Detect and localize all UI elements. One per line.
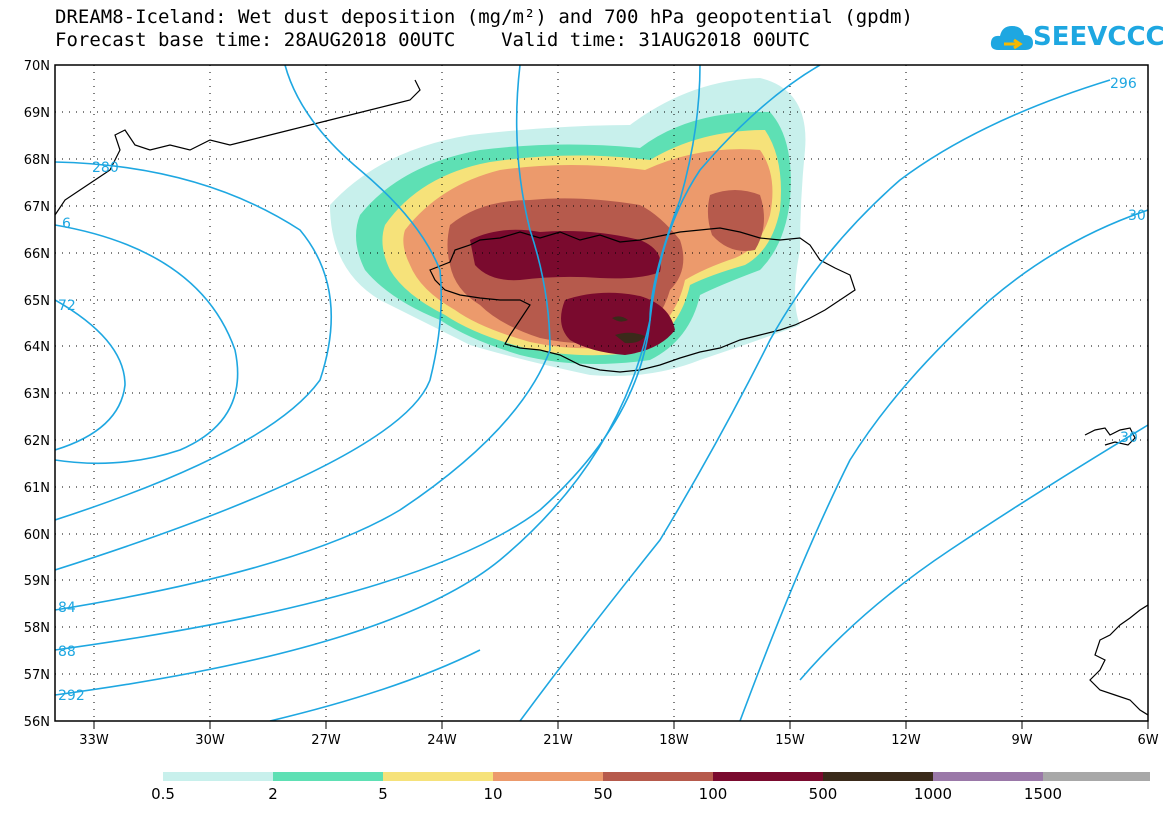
contour-label: 296	[1110, 76, 1137, 92]
lat-label: 60N	[24, 528, 50, 543]
contour-label: 84	[58, 600, 76, 616]
map-title: DREAM8-Iceland: Wet dust deposition (mg/…	[55, 6, 913, 28]
contour-label: 72	[58, 298, 76, 314]
dust-level-500	[612, 316, 645, 344]
lon-label: 15W	[775, 733, 805, 748]
legend-swatch	[163, 772, 273, 781]
faroe-islands	[1084, 427, 1136, 446]
lat-label: 63N	[24, 387, 50, 402]
legend-label: 10	[483, 785, 503, 803]
logo-text: SEEVCCC	[1033, 22, 1165, 52]
lon-label: 24W	[427, 733, 457, 748]
iceland-coastline	[429, 227, 856, 373]
latitude-labels: 70N 69N 68N 67N 66N 65N 64N 63N 62N 61N …	[24, 59, 50, 730]
legend-label: 1500	[1023, 785, 1063, 803]
lat-label: 68N	[24, 153, 50, 168]
longitude-labels: 33W 30W 27W 24W 21W 18W 15W 12W 9W 6W	[79, 733, 1158, 748]
lon-label: 21W	[543, 733, 573, 748]
lat-label: 57N	[24, 668, 50, 683]
lon-label: 18W	[659, 733, 689, 748]
contour-label: 30	[1128, 208, 1146, 224]
lat-label: 61N	[24, 481, 50, 496]
cloud-icon	[990, 26, 1033, 50]
dust-deposition-field	[330, 78, 806, 376]
legend-swatch	[603, 772, 713, 781]
contour-label: 292	[58, 688, 85, 704]
map-frame	[54, 64, 1149, 722]
lon-label: 27W	[311, 733, 341, 748]
dust-level-100	[470, 229, 675, 355]
legend-swatch	[273, 772, 383, 781]
lon-label: 12W	[891, 733, 921, 748]
lat-label: 59N	[24, 574, 50, 589]
contour-labels: 280 6 72 84 88 292 296 30 30	[58, 76, 1146, 704]
color-legend	[163, 772, 1150, 781]
axis-ticks	[93, 721, 1149, 729]
scotland-coastline	[1089, 604, 1148, 716]
lat-label: 70N	[24, 59, 50, 74]
legend-label: 2	[268, 785, 278, 803]
legend-swatch	[713, 772, 823, 781]
lat-label: 65N	[24, 294, 50, 309]
geopotential-contours	[55, 65, 1148, 721]
lat-label: 58N	[24, 621, 50, 636]
greenland-coastline	[55, 79, 421, 216]
legend-swatch	[823, 772, 933, 781]
lon-label: 6W	[1137, 733, 1158, 748]
legend-swatch	[1043, 772, 1150, 781]
legend-label: 100	[698, 785, 728, 803]
forecast-times: Forecast base time: 28AUG2018 00UTC Vali…	[55, 29, 810, 51]
legend-label: 0.5	[151, 785, 175, 803]
lon-label: 33W	[79, 733, 109, 748]
legend-swatch	[493, 772, 603, 781]
legend-label: 1000	[913, 785, 953, 803]
contour-label: 88	[58, 644, 76, 660]
lat-label: 64N	[24, 340, 50, 355]
legend-label: 50	[593, 785, 613, 803]
contour-label: 30	[1120, 430, 1138, 446]
lat-label: 69N	[24, 106, 50, 121]
lon-label: 9W	[1011, 733, 1032, 748]
legend-swatch	[383, 772, 493, 781]
lat-label: 66N	[24, 247, 50, 262]
legend-label: 5	[378, 785, 388, 803]
contour-label: 280	[92, 160, 119, 176]
lat-label: 56N	[24, 715, 50, 730]
seevccc-logo: SEEVCCC	[990, 18, 1165, 58]
legend-swatch	[933, 772, 1043, 781]
legend-label: 500	[808, 785, 838, 803]
lon-label: 30W	[195, 733, 225, 748]
lat-lon-grid	[55, 65, 1148, 721]
lat-label: 62N	[24, 434, 50, 449]
lat-label: 67N	[24, 200, 50, 215]
contour-label: 6	[62, 216, 71, 232]
